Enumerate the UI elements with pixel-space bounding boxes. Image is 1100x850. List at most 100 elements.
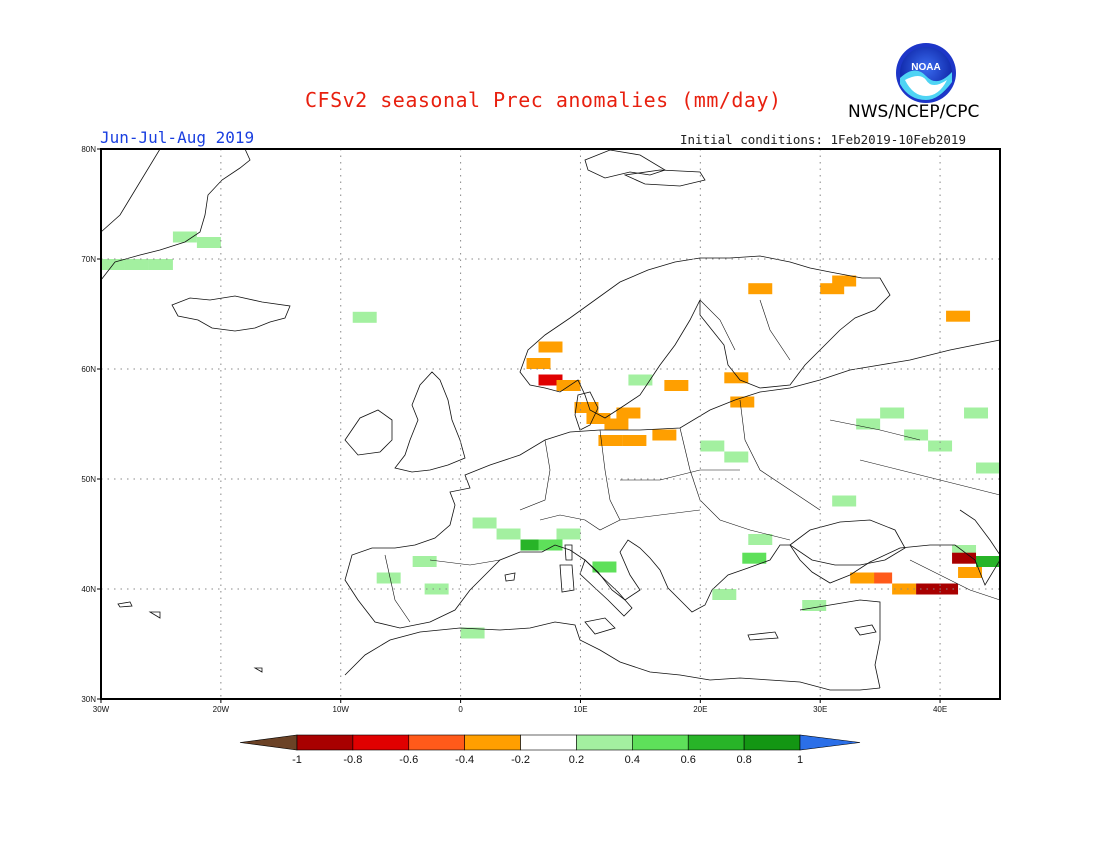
lat-tick-label: 30N	[81, 695, 96, 704]
colorbar-high-arrow	[799, 734, 861, 751]
anomaly-cell	[802, 600, 827, 611]
lon-tick-label: 10E	[573, 705, 587, 714]
colorbar-segment	[743, 734, 801, 751]
anomaly-cell	[598, 435, 623, 446]
anomaly-cell	[976, 556, 1000, 567]
greenland-coast	[100, 148, 251, 282]
anomaly-cell	[856, 418, 881, 430]
lat-tick-label: 70N	[81, 255, 96, 264]
agency-label: NWS/NCEP/CPC	[848, 102, 980, 122]
lon-tick-label: 10W	[333, 705, 350, 714]
colorbar-label: 0.6	[681, 754, 696, 766]
great-britain-coast	[394, 371, 466, 473]
map-frame	[100, 148, 1001, 700]
anomaly-cell	[730, 396, 755, 408]
cyprus-coast	[854, 624, 877, 636]
anomaly-cell	[616, 407, 641, 419]
colorbar-label: -0.8	[343, 754, 362, 766]
lon-tick-label: 30E	[813, 705, 827, 714]
anomaly-cell	[946, 310, 971, 322]
anomaly-cell	[472, 517, 497, 529]
colorbar-segment	[576, 734, 633, 751]
anomaly-cell	[352, 311, 377, 323]
colorbar-segment	[632, 734, 689, 751]
colorbar-segment	[408, 734, 465, 751]
anomaly-cell	[664, 380, 689, 391]
noaa-logo: NOAA	[896, 43, 956, 103]
anomaly-cell	[958, 567, 983, 578]
anomaly-cell	[412, 556, 437, 567]
anomaly-cell	[952, 552, 977, 564]
anomaly-cell	[748, 534, 773, 545]
black-sea-coast	[789, 519, 906, 566]
lon-tick-label: 20W	[213, 705, 230, 714]
anomaly-cell	[526, 358, 551, 369]
lat-tick-label: 60N	[81, 365, 96, 374]
anomaly-cell	[628, 374, 653, 386]
colorbar-segment	[296, 734, 354, 751]
colorbar-label: -0.2	[511, 754, 530, 766]
anomaly-cell	[538, 341, 563, 353]
anomaly-cell	[868, 572, 893, 584]
lat-tick-label: 40N	[81, 585, 96, 594]
anomaly-cell	[952, 545, 977, 556]
anomaly-cell	[820, 283, 845, 295]
colorbar-label: -0.6	[399, 754, 418, 766]
longitude-ticks: 30W 20W 10W 0 10E 20E 30E 40E	[93, 699, 947, 714]
anomaly-cell	[712, 589, 737, 600]
colorbar-label: 0.8	[736, 754, 751, 766]
anomaly-cell	[604, 418, 629, 430]
colorbar-segment	[464, 734, 521, 751]
anomaly-cell	[460, 627, 485, 639]
north-africa-coast	[344, 621, 881, 691]
colorbar-label: 0.2	[569, 754, 584, 766]
anomaly-cell	[724, 372, 749, 384]
anomaly-cell	[748, 283, 773, 295]
lat-tick-label: 80N	[81, 145, 96, 154]
season-label: Jun-Jul-Aug 2019	[100, 128, 255, 147]
colorbar-segment	[352, 734, 410, 751]
anomaly-cell	[880, 407, 905, 419]
anomaly-cell	[832, 275, 857, 287]
colorbar-segment	[687, 734, 745, 751]
latitude-ticks: 30N 40N 50N 60N 70N 80N	[81, 145, 101, 704]
colorbar: -1 -0.8 -0.6 -0.4 -0.2 0.2 0.4 0.6 0.8 1	[239, 734, 861, 766]
anomaly-cell	[196, 237, 221, 248]
anomaly-cell	[556, 380, 581, 391]
scandinavia-coast	[519, 255, 891, 419]
anomaly-cell	[622, 435, 647, 446]
anomaly-cell	[832, 495, 857, 507]
colorbar-label: 1	[797, 754, 803, 766]
colorbar-low-arrow	[239, 734, 298, 751]
anomaly-cell	[652, 429, 677, 441]
caspian-coast	[959, 509, 1001, 556]
anomaly-cell	[928, 440, 953, 452]
sicily-coast	[584, 617, 616, 635]
lat-tick-label: 50N	[81, 475, 96, 484]
graticule	[101, 149, 1000, 699]
lon-tick-label: 0	[458, 705, 463, 714]
anomaly-cell	[556, 528, 581, 540]
anomaly-cell	[976, 462, 1000, 474]
anomaly-cell	[574, 402, 599, 413]
svalbard-coast	[584, 149, 666, 179]
anomaly-cell	[592, 561, 617, 573]
sardinia-coast	[559, 564, 575, 593]
anomaly-cell	[904, 429, 929, 441]
anomaly-cell	[724, 451, 749, 463]
lon-tick-label: 40E	[933, 705, 947, 714]
ireland-coast	[344, 409, 393, 456]
continent-coast	[344, 339, 1001, 629]
anomaly-cell	[586, 413, 611, 424]
anomaly-cell	[916, 583, 941, 595]
anomaly-cell	[538, 374, 563, 386]
anomaly-cell	[850, 572, 875, 584]
anomaly-cell	[742, 552, 767, 564]
iceland-coast	[171, 295, 291, 332]
noaa-logo-text: NOAA	[911, 62, 940, 73]
initial-conditions-label: Initial conditions: 1Feb2019-10Feb2019	[680, 132, 966, 147]
anomaly-cell	[148, 259, 173, 270]
anomaly-cell	[172, 231, 197, 243]
coastline-layer	[100, 148, 1001, 691]
